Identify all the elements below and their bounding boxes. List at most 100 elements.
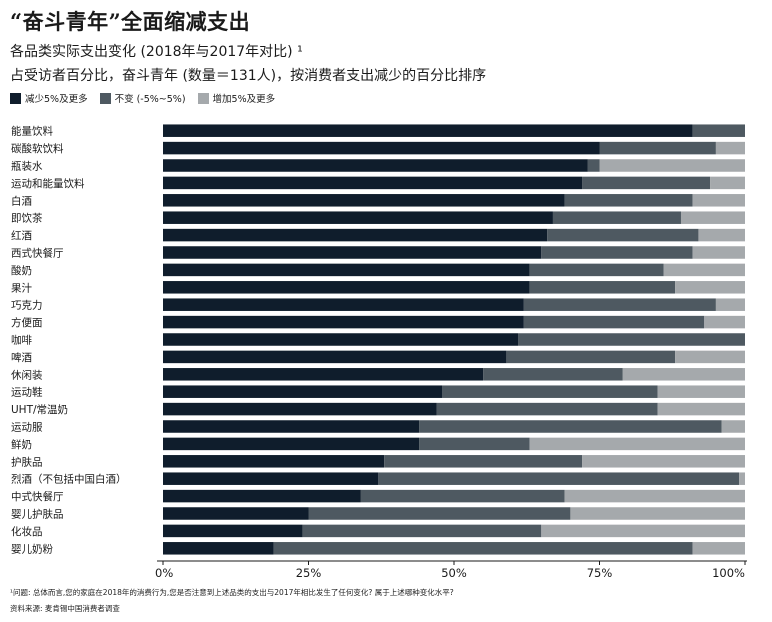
bar-segment <box>163 402 437 416</box>
bar-segment <box>715 141 745 155</box>
bar-segment <box>529 263 664 277</box>
bar-segment <box>518 333 745 346</box>
category-label: 方便面 <box>11 316 43 329</box>
bar-segment <box>483 368 623 381</box>
bar-segment <box>442 385 658 398</box>
bar-segment <box>523 315 705 329</box>
bar-segment <box>163 124 693 137</box>
bar-segment <box>163 542 274 555</box>
bar-segment <box>715 298 745 311</box>
bar-segment <box>523 298 716 311</box>
bar-segment <box>163 159 588 172</box>
bar-segment <box>163 385 443 398</box>
category-label: 红酒 <box>11 229 32 242</box>
legend-label-decrease: 减少5%及更多 <box>25 94 88 105</box>
bar-segment <box>419 437 530 451</box>
bar-segment <box>163 368 484 381</box>
bar-segment <box>506 350 676 364</box>
bar-segment <box>692 542 745 555</box>
bar-segment <box>436 402 658 416</box>
bar-segment <box>587 159 600 172</box>
bar-segment <box>570 507 745 520</box>
bar-segment <box>704 315 745 329</box>
bar-segment <box>360 489 565 503</box>
bar-segment <box>721 420 745 433</box>
bar-segment <box>552 211 681 224</box>
bar-segment <box>163 211 553 224</box>
bar-segment <box>163 141 600 155</box>
bar-segment <box>541 246 693 259</box>
bar-segment <box>384 455 583 468</box>
bar-segment <box>529 281 676 294</box>
bar-segment <box>692 194 745 207</box>
bar-segment <box>657 402 745 416</box>
bar-segment <box>582 455 745 468</box>
legend-swatch-increase <box>197 92 209 104</box>
bar-segment <box>163 455 385 468</box>
category-label: 巧克力 <box>11 299 43 312</box>
legend-item-decrease: 减少5%及更多 <box>10 91 88 105</box>
bar-segment <box>163 263 530 277</box>
category-label: 中式快餐厅 <box>11 490 64 503</box>
bar-segment <box>663 263 745 277</box>
bar-segment <box>163 281 530 294</box>
bar-segment <box>582 176 711 190</box>
bar-segment <box>419 420 722 433</box>
category-label: 果汁 <box>11 281 32 294</box>
bar-segment <box>302 524 542 538</box>
bar-segment <box>547 228 699 242</box>
category-label: 休闲装 <box>11 368 43 381</box>
category-label: 鲜奶 <box>11 438 32 451</box>
bar-segment <box>378 472 740 485</box>
category-label: 即饮茶 <box>11 212 43 225</box>
category-label: 运动和能量饮料 <box>11 177 85 190</box>
bar-segment <box>163 176 583 190</box>
bar-segment <box>163 315 524 329</box>
chart-title: “奋斗青年”全面缩减支出 <box>10 9 251 34</box>
category-label: 婴儿护肤品 <box>11 508 64 521</box>
category-label: 婴儿奶粉 <box>11 542 53 555</box>
x-tick-label: 100% <box>712 566 745 580</box>
bar-segment <box>163 228 548 242</box>
bar-segment <box>698 228 745 242</box>
category-label: 白酒 <box>11 194 32 207</box>
legend-label-increase: 增加5%及更多 <box>212 94 276 105</box>
legend-label-unchanged: 不变 (-5%~5%) <box>114 94 186 105</box>
bar-segment <box>163 194 565 207</box>
category-label: 碳酸软饮料 <box>11 142 64 155</box>
bar-segment <box>163 350 507 364</box>
category-label: 西式快餐厅 <box>11 247 64 260</box>
category-label: 化妆品 <box>11 525 43 538</box>
bar-segment <box>163 507 309 520</box>
bar-segment <box>273 542 693 555</box>
category-label: 烈酒（不包括中国白酒） <box>11 473 127 486</box>
legend-item-unchanged: 不变 (-5%~5%) <box>99 91 186 105</box>
category-label: 运动鞋 <box>11 386 43 399</box>
bar-segment <box>564 489 745 503</box>
bar-segment <box>163 524 303 538</box>
x-tick-label: 25% <box>296 566 322 580</box>
category-label: 护肤品 <box>11 455 43 468</box>
bar-segment <box>599 141 716 155</box>
legend-swatch-unchanged <box>99 92 111 104</box>
bar-segment <box>680 211 745 224</box>
legend-swatch-decrease <box>10 92 21 104</box>
x-tick-label: 0% <box>155 566 173 580</box>
category-label: 酸奶 <box>11 264 32 277</box>
category-label: 运动服 <box>11 422 43 434</box>
bar-segment <box>163 246 542 259</box>
bar-segment <box>622 368 745 381</box>
bar-segment <box>163 472 379 485</box>
category-label: 啤酒 <box>11 351 32 364</box>
bar-segment <box>675 350 745 364</box>
bar-segment <box>599 159 745 172</box>
bar-segment <box>710 176 745 190</box>
category-label: 瓶装水 <box>11 160 43 173</box>
footnote-question: ¹问题: 总体而言,您的家庭在2018年的消费行为,您是否注意到上述品类的支出与… <box>10 588 454 597</box>
chart-description: 占受访者百分比，奋斗青年 (数量＝131人)，按消费者支出减少的百分比排序 <box>10 68 487 84</box>
bar-segment <box>692 124 745 137</box>
bar-segment <box>163 333 519 346</box>
category-label: 咖啡 <box>11 335 32 347</box>
bar-segment <box>163 437 420 451</box>
bar-segment <box>163 420 420 433</box>
